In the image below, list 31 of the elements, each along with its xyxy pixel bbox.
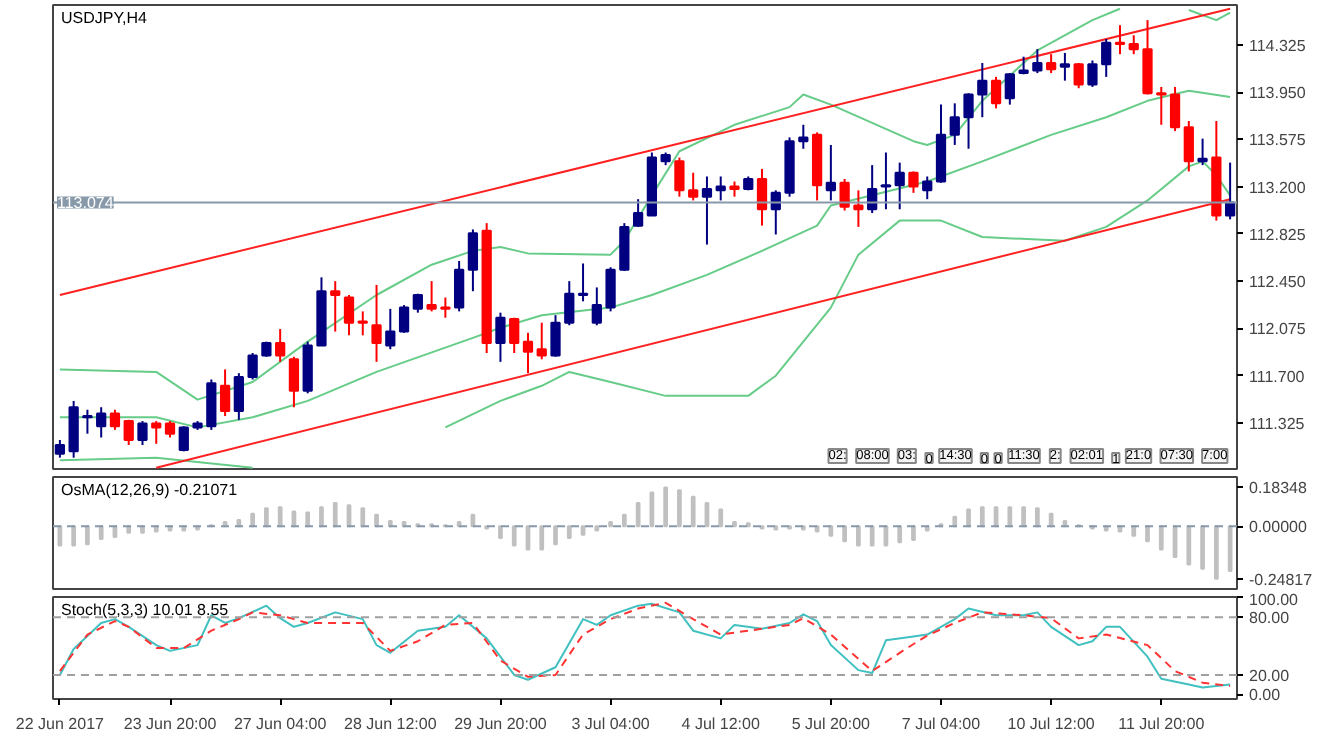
x-tick-label: 7 Jul 04:00	[901, 715, 982, 733]
y-tick-label: -0.24817	[1249, 570, 1314, 589]
y-tick-label: 114.325	[1249, 36, 1307, 55]
x-tick-label: 11 Jul 20:00	[1118, 715, 1206, 733]
chart-title: Stoch(5,3,3) 10.01 8.55	[61, 601, 230, 619]
x-tick-label: 22 Jun 2017	[15, 715, 106, 733]
ref-line-label: 113.074	[57, 194, 115, 213]
y-tick-label: 113.950	[1249, 84, 1307, 102]
x-tick-label: 27 Jun 04:00	[233, 715, 328, 733]
y-tick-label: 0.18348	[1249, 479, 1308, 498]
y-tick-label: 0.00000	[1249, 518, 1308, 537]
y-tick-label: 112.825	[1249, 225, 1307, 244]
x-tick-label: 3 Jul 04:00	[571, 715, 651, 733]
y-tick-label: 111.700	[1249, 367, 1306, 386]
x-tick-label: 29 Jun 20:00	[454, 715, 548, 733]
y-tick-label: 20.00	[1249, 666, 1291, 685]
x-tick-label: 5 Jul 20:00	[791, 715, 872, 733]
y-tick-label: 113.200	[1249, 178, 1307, 197]
x-tick-label: 4 Jul 12:00	[681, 715, 761, 733]
y-tick-label: 0.00	[1249, 686, 1282, 705]
x-tick-label: 10 Jul 12:00	[1007, 715, 1096, 733]
y-tick-label: 100.00	[1249, 591, 1300, 609]
y-tick-label: 112.450	[1249, 273, 1307, 292]
x-tick-label: 23 Jun 20:00	[123, 715, 218, 733]
x-tick-label: 28 Jun 12:00	[344, 715, 438, 733]
y-tick-label: 80.00	[1249, 609, 1291, 628]
y-tick-label: 111.325	[1249, 414, 1306, 433]
y-tick-label: 113.575	[1249, 131, 1307, 150]
chart-title: USDJPY,H4	[61, 9, 149, 27]
chart-title: OsMA(12,26,9) -0.21071	[61, 481, 239, 499]
y-tick-label: 112.075	[1249, 320, 1307, 339]
